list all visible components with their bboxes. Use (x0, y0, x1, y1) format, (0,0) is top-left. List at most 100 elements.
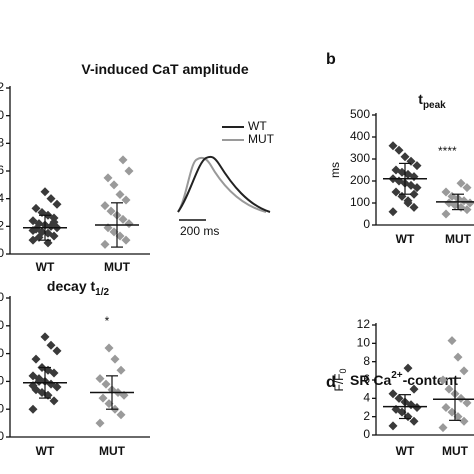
data-point (28, 216, 38, 226)
y-tick-label: 0 (363, 217, 370, 231)
data-point (447, 407, 457, 417)
data-point (109, 180, 119, 190)
legend-label: WT (248, 119, 267, 133)
inset-traces (177, 155, 271, 221)
data-point (115, 190, 125, 200)
data-point (52, 346, 62, 356)
data-point (400, 152, 410, 162)
data-point (28, 371, 38, 381)
y-tick-label: 2 (363, 409, 370, 423)
data-point (46, 194, 56, 204)
x-tick-label: MUT (442, 444, 469, 458)
y-tick-label: 4 (0, 191, 4, 205)
data-point (118, 155, 128, 165)
significance: **** (438, 144, 457, 158)
y-tick-label: 10 (357, 336, 371, 350)
chart-title: SR Ca2+-content (350, 370, 458, 388)
y-tick-label: 0 (0, 246, 4, 260)
data-point (391, 187, 401, 197)
data-point (441, 403, 451, 412)
y-tick-label: 100 (350, 195, 370, 209)
y-tick-label: 0 (0, 429, 4, 443)
x-tick-label: MUT (104, 260, 131, 274)
data-point (40, 187, 50, 197)
data-point (31, 203, 41, 213)
data-point (109, 227, 119, 237)
data-point (95, 418, 105, 428)
data-point (104, 399, 114, 409)
data-point (100, 201, 110, 211)
y-tick-label: 10 (0, 108, 4, 122)
data-point (98, 393, 108, 403)
data-point (409, 202, 419, 212)
x-tick-label: WT (396, 232, 415, 246)
data-point (116, 365, 126, 375)
data-point (388, 421, 398, 431)
y-tick-label: 400 (350, 129, 370, 143)
y-tick-label: 200 (350, 173, 370, 187)
y-axis-label-part: F/F (332, 374, 346, 392)
data-point (441, 187, 451, 197)
data-point (110, 354, 120, 364)
data-point (462, 183, 472, 193)
data-point (456, 178, 466, 188)
data-point (465, 198, 474, 208)
data-point (403, 198, 413, 208)
y-tick-label: 200 (0, 374, 4, 388)
data-point (409, 189, 419, 199)
chart-title-part: decay t (47, 278, 96, 294)
data-point (28, 404, 38, 414)
data-point (121, 195, 131, 205)
chart-title: decay t1/2 (47, 278, 110, 298)
scale-bar-label: 200 ms (180, 224, 219, 238)
significance: * (105, 314, 110, 328)
data-point (462, 398, 472, 408)
y-tick-label: 0 (363, 427, 370, 441)
y-tick-label: 6 (363, 372, 370, 386)
data-point (444, 384, 454, 394)
data-point (31, 354, 41, 364)
x-tick-label: MUT (99, 444, 126, 458)
y-axis-label-part: 0 (338, 368, 348, 373)
data-point (124, 166, 134, 176)
data-point (103, 173, 113, 183)
y-axis-label: F/F0 (332, 368, 348, 391)
data-point (444, 198, 454, 208)
data-point (115, 231, 125, 241)
data-point (52, 199, 62, 209)
data-point (409, 384, 419, 394)
panel-letter: d (326, 374, 336, 391)
data-point (453, 352, 463, 362)
y-tick-label: 500 (0, 290, 4, 304)
data-point (388, 141, 398, 151)
data-point (43, 228, 53, 238)
data-point (409, 416, 419, 426)
data-point (124, 219, 134, 229)
data-point (388, 207, 398, 217)
y-tick-label: 8 (0, 136, 4, 150)
data-point (441, 209, 451, 219)
data-point (447, 336, 457, 346)
data-point (40, 332, 50, 342)
y-tick-label: 400 (0, 318, 4, 332)
data-point (453, 412, 463, 422)
y-tick-label: 6 (0, 163, 4, 177)
data-point (394, 145, 404, 155)
x-tick-label: MUT (445, 232, 472, 246)
data-point (100, 239, 110, 249)
data-point (106, 206, 116, 216)
x-tick-label: WT (36, 444, 55, 458)
x-tick-label: WT (396, 444, 415, 458)
data-point (116, 410, 126, 420)
y-tick-label: 4 (363, 391, 370, 405)
chart-title: tpeak (418, 91, 446, 111)
y-tick-label: 300 (0, 346, 4, 360)
panel-letter: b (326, 51, 336, 68)
y-tick-label: 12 (0, 80, 4, 94)
chart-title-part: 2+ (391, 370, 403, 381)
chart-title-part: 1/2 (95, 287, 109, 298)
data-point (121, 235, 131, 245)
y-tick-label: 8 (363, 354, 370, 368)
data-point (403, 363, 413, 373)
